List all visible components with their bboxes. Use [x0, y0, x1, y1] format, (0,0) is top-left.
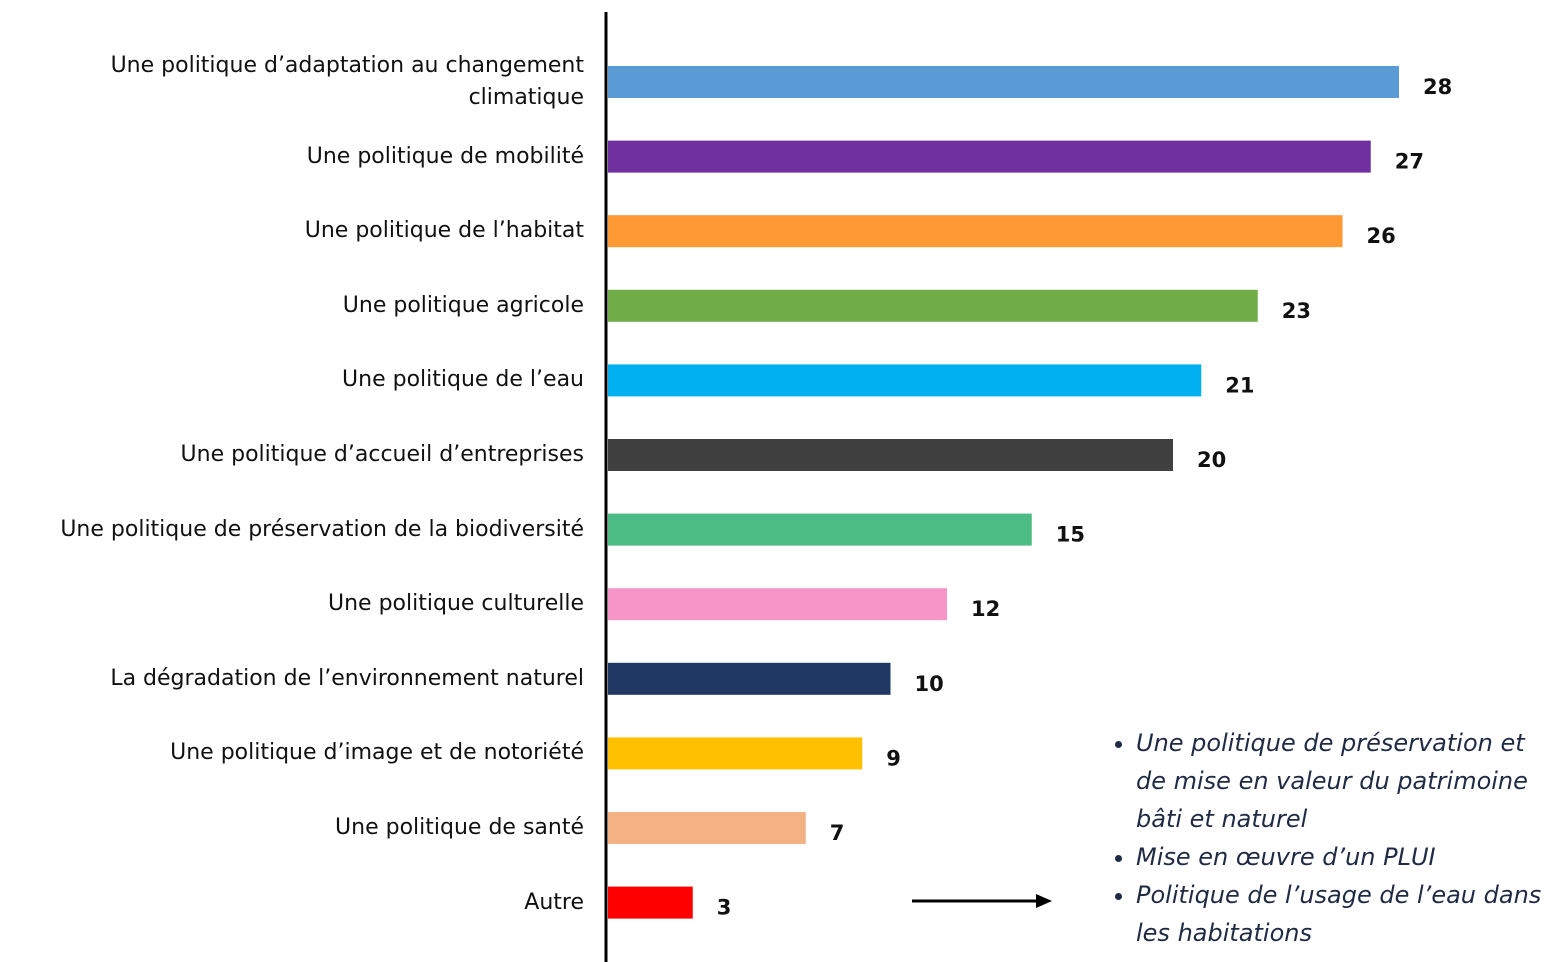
category-label: Une politique de santé	[9, 812, 584, 844]
value-label: 28	[1423, 75, 1452, 99]
annotation-list: Une politique de préservation et de mise…	[1100, 724, 1562, 952]
category-label: Une politique d’accueil d’entreprises	[9, 439, 584, 471]
annotation: Mise en œuvre d’un PLUI	[1136, 838, 1562, 876]
category-label: Une politique de mobilité	[9, 141, 584, 173]
category-label: Une politique d’image et de notoriété	[9, 737, 584, 769]
bar	[608, 812, 806, 844]
bar	[608, 66, 1399, 98]
value-label: 7	[830, 821, 845, 845]
arrow-head	[1036, 894, 1052, 908]
value-label: 27	[1395, 150, 1424, 174]
bar	[608, 141, 1371, 173]
value-label: 3	[717, 896, 732, 920]
bar	[608, 887, 693, 919]
category-label: Une politique de l’habitat	[9, 215, 584, 247]
value-label: 21	[1225, 373, 1254, 397]
value-label: 23	[1282, 299, 1311, 323]
bar	[608, 588, 947, 620]
bar	[608, 364, 1201, 396]
value-label: 10	[915, 672, 944, 696]
value-label: 9	[886, 746, 901, 770]
value-label: 20	[1197, 448, 1226, 472]
bar	[608, 737, 862, 769]
category-label: Une politique de préservation de la biod…	[9, 514, 584, 546]
category-label: Une politique d’adaptation au changement…	[9, 50, 584, 114]
page: 28 27 26 23 21 20 15 12 10 9 7 3 Une politique de p…	[0, 0, 1566, 962]
value-label: 15	[1056, 523, 1085, 547]
bar	[608, 439, 1173, 471]
category-label: Une politique culturelle	[9, 588, 584, 620]
category-label: Autre	[9, 887, 584, 919]
annotation: Politique de l’usage de l’eau dans les h…	[1136, 876, 1562, 952]
category-label: Une politique de l’eau	[9, 364, 584, 396]
category-label: Une politique agricole	[9, 290, 584, 322]
bar	[608, 663, 891, 695]
category-label: La dégradation de l’environnement nature…	[9, 663, 584, 695]
annotation: Une politique de préservation et de mise…	[1136, 724, 1562, 838]
value-label: 26	[1367, 224, 1396, 248]
bar	[608, 215, 1343, 247]
value-label: 12	[971, 597, 1000, 621]
bar	[608, 514, 1032, 546]
bar	[608, 290, 1258, 322]
